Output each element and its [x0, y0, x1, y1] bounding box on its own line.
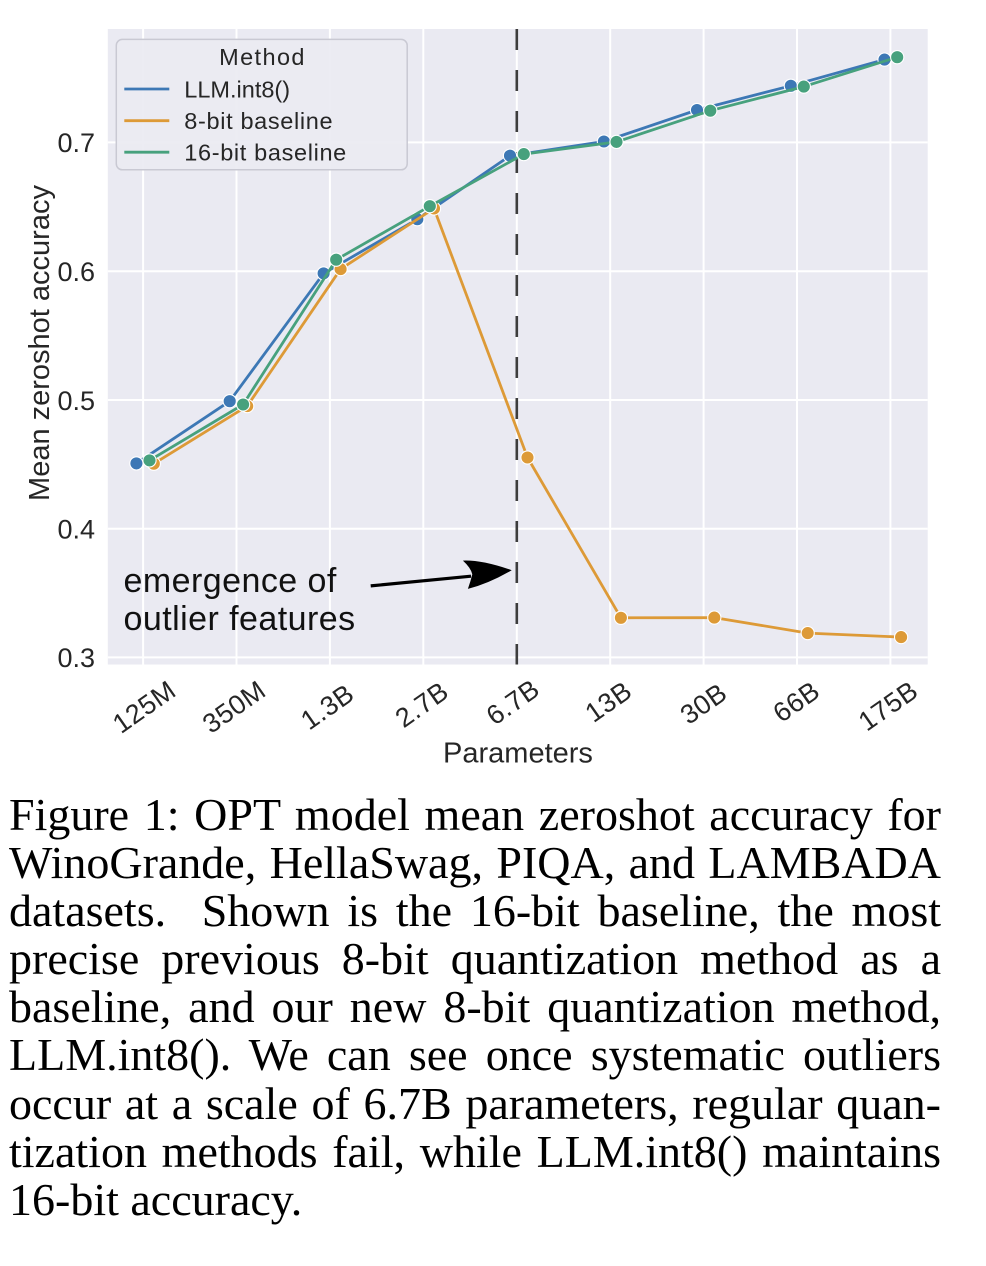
svg-text:2.7B: 2.7B — [390, 676, 454, 734]
svg-text:0.5: 0.5 — [57, 386, 95, 416]
svg-text:Method: Method — [219, 44, 306, 70]
svg-text:Parameters: Parameters — [443, 737, 593, 769]
svg-text:175B: 175B — [853, 675, 924, 737]
svg-text:outlier features: outlier features — [124, 600, 356, 638]
svg-text:8-bit baseline: 8-bit baseline — [184, 108, 333, 134]
svg-text:66B: 66B — [768, 675, 826, 728]
svg-text:350M: 350M — [197, 675, 271, 739]
svg-text:125M: 125M — [107, 675, 181, 739]
svg-text:1.3B: 1.3B — [295, 678, 359, 736]
svg-text:0.4: 0.4 — [57, 515, 95, 545]
svg-text:LLM.int8(): LLM.int8() — [184, 77, 290, 103]
svg-text:0.3: 0.3 — [57, 643, 95, 673]
svg-text:0.7: 0.7 — [57, 128, 95, 158]
svg-text:6.7B: 6.7B — [481, 674, 545, 732]
svg-text:Mean zeroshot accuracy: Mean zeroshot accuracy — [24, 185, 56, 501]
svg-text:0.6: 0.6 — [57, 257, 95, 287]
svg-text:13B: 13B — [580, 675, 638, 728]
svg-text:30B: 30B — [675, 677, 733, 730]
svg-text:emergence of: emergence of — [124, 562, 337, 600]
svg-text:16-bit baseline: 16-bit baseline — [184, 140, 347, 166]
